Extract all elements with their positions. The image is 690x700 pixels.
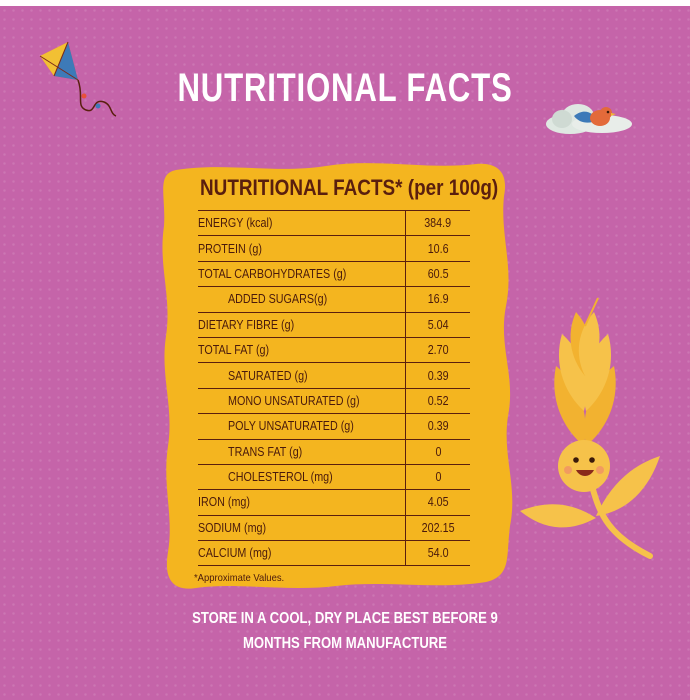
nutrient-value: 54.0 <box>405 540 470 566</box>
nutrient-name: TOTAL CARBOHYDRATES (g) <box>198 261 406 288</box>
table-row: ENERGY (kcal) 384.9 <box>198 210 470 237</box>
table-row: TRANS FAT (g) 0 <box>198 439 470 465</box>
nutrient-value: 16.9 <box>405 286 470 313</box>
table-row: DIETARY FIBRE (g) 5.04 <box>198 312 470 338</box>
table-row: IRON (mg) 4.05 <box>198 489 470 516</box>
nutrient-name: TOTAL FAT (g) <box>198 337 406 364</box>
table-row: CALCIUM (mg) 54.0 <box>198 540 470 566</box>
table-row: PROTEIN (g) 10.6 <box>198 235 470 262</box>
nutrient-name: IRON (mg) <box>198 489 406 516</box>
table-row: CHOLESTEROL (mg) 0 <box>198 464 470 491</box>
nutrient-name: POLY UNSATURATED (g) <box>198 413 406 440</box>
table-row: MONO UNSATURATED (g) 0.52 <box>198 388 470 415</box>
table-heading: NUTRITIONAL FACTS* (per 100g) <box>200 175 499 200</box>
storage-line-2: MONTHS FROM MANUFACTURE <box>242 635 448 652</box>
nutrient-name: ENERGY (kcal) <box>198 210 406 237</box>
table-row: POLY UNSATURATED (g) 0.39 <box>198 413 470 440</box>
nutrient-value: 202.15 <box>405 515 470 542</box>
nutrient-name: DIETARY FIBRE (g) <box>198 312 406 338</box>
table-row: TOTAL FAT (g) 2.70 <box>198 337 470 364</box>
table-row: SODIUM (mg) 202.15 <box>198 515 470 542</box>
product-info-card: NUTRITIONAL FACTS NUTRITIONAL FACTS* (pe… <box>0 6 690 700</box>
page-title: NUTRITIONAL FACTS <box>177 66 513 110</box>
nutrient-value: 0 <box>405 439 470 465</box>
storage-line-1: STORE IN A COOL, DRY PLACE BEST BEFORE 9 <box>192 610 498 627</box>
kite-icon <box>39 41 117 117</box>
nutrient-value: 2.70 <box>405 337 470 364</box>
table-row: ADDED SUGARS(g) 16.9 <box>198 286 470 313</box>
nutrient-value: 5.04 <box>405 312 470 338</box>
nutrient-name: CALCIUM (mg) <box>198 546 272 561</box>
nutrient-value: 384.9 <box>405 210 470 237</box>
nutrient-value: 60.5 <box>405 261 470 288</box>
nutrient-value: 0.39 <box>405 362 470 389</box>
footnote: *Approximate Values. <box>194 572 285 584</box>
wheat-mascot-icon <box>520 297 660 559</box>
table-row: SATURATED (g) 0.39 <box>198 362 470 389</box>
nutrient-value: 10.6 <box>405 235 470 262</box>
nutrient-value: 0 <box>405 464 470 491</box>
nutrition-facts-panel: NUTRITIONAL FACTS* (per 100g) ENERGY (kc… <box>198 174 499 567</box>
table-row: TOTAL CARBOHYDRATES (g) 60.5 <box>198 261 470 288</box>
nutrition-table: ENERGY (kcal) 384.9 PROTEIN (g) 10.6 TOT… <box>198 210 470 567</box>
nutrient-value: 0.52 <box>405 388 470 415</box>
bird-cloud-icon <box>546 104 632 134</box>
nutrient-value: 4.05 <box>405 489 470 516</box>
nutrient-name: SATURATED (g) <box>198 362 406 389</box>
nutrient-name: CHOLESTEROL (mg) <box>198 464 406 491</box>
nutrient-value: 0.39 <box>405 413 470 440</box>
nutrient-name: TRANS FAT (g) <box>198 439 406 465</box>
nutrient-name: ADDED SUGARS(g) <box>198 286 406 313</box>
nutrient-name: MONO UNSATURATED (g) <box>198 388 406 415</box>
storage-instructions: STORE IN A COOL, DRY PLACE BEST BEFORE 9… <box>0 606 690 656</box>
nutrient-name: SODIUM (mg) <box>198 515 406 542</box>
nutrient-name: PROTEIN (g) <box>198 235 406 262</box>
